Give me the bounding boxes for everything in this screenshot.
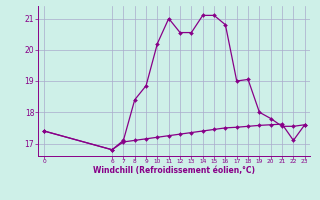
X-axis label: Windchill (Refroidissement éolien,°C): Windchill (Refroidissement éolien,°C) (93, 166, 255, 175)
